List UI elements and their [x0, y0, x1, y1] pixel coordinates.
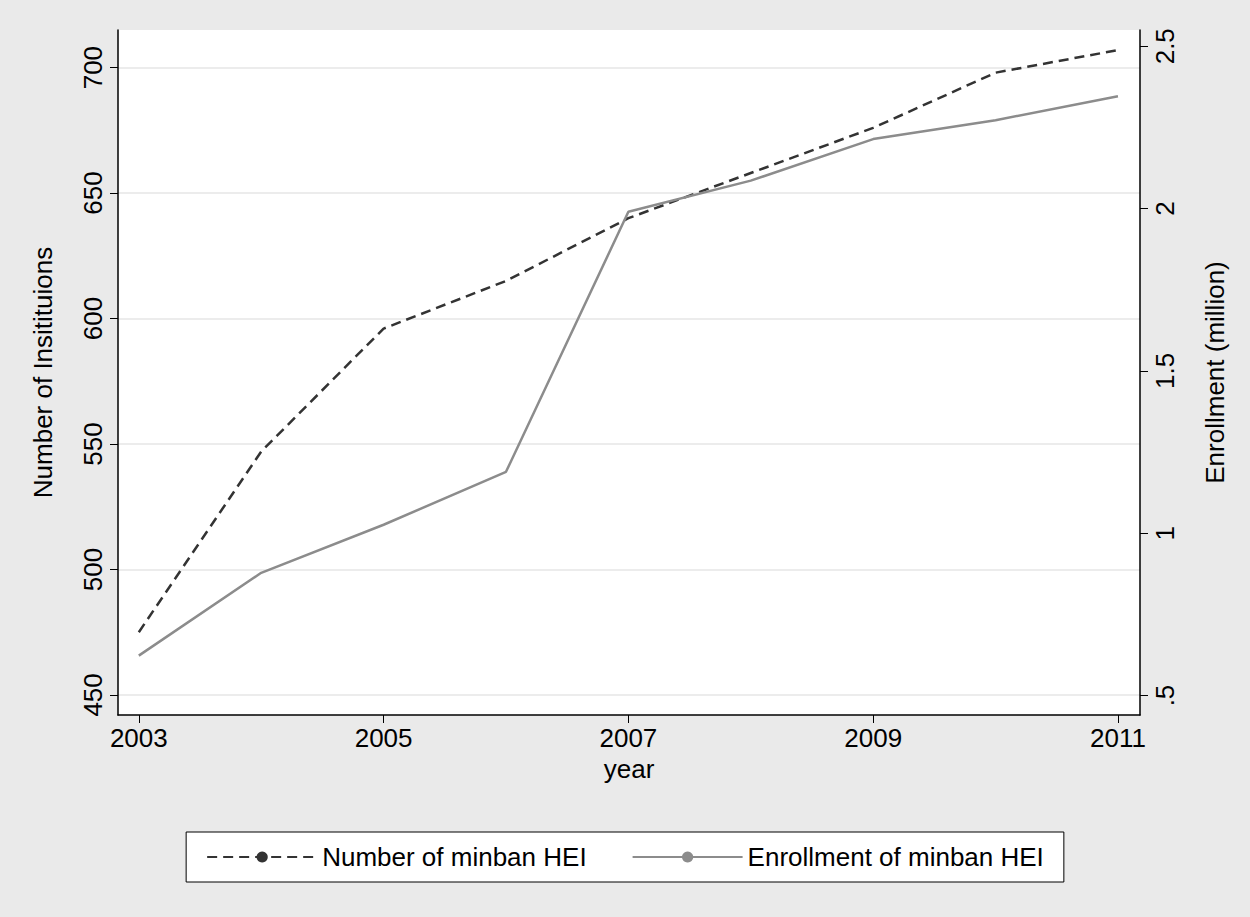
svg-text:650: 650	[78, 171, 108, 214]
svg-text:2003: 2003	[110, 723, 168, 753]
svg-text:.5: .5	[1150, 685, 1180, 707]
svg-text:2: 2	[1150, 201, 1180, 215]
svg-text:year: year	[604, 754, 655, 784]
svg-text:450: 450	[78, 673, 108, 716]
svg-text:Number of Insitituions: Number of Insitituions	[28, 247, 58, 498]
svg-text:1: 1	[1150, 526, 1180, 540]
svg-text:Enrollment (million): Enrollment (million)	[1200, 261, 1230, 484]
svg-text:Enrollment of minban HEI: Enrollment of minban HEI	[748, 842, 1044, 872]
svg-text:2007: 2007	[599, 723, 657, 753]
svg-text:550: 550	[78, 422, 108, 465]
svg-text:700: 700	[78, 46, 108, 89]
svg-text:500: 500	[78, 548, 108, 591]
svg-text:2009: 2009	[844, 723, 902, 753]
svg-text:2.5: 2.5	[1150, 28, 1180, 64]
svg-text:600: 600	[78, 297, 108, 340]
svg-text:2011: 2011	[1090, 723, 1146, 753]
svg-text:Number of minban HEI: Number of minban HEI	[322, 842, 586, 872]
svg-text:1.5: 1.5	[1150, 353, 1180, 389]
svg-text:2005: 2005	[355, 723, 413, 753]
